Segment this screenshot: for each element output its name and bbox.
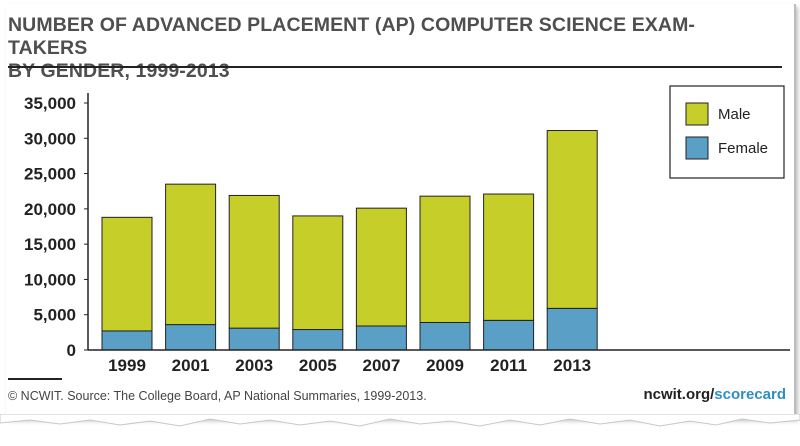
bar-male bbox=[101, 216, 153, 332]
x-tick-label: 2011 bbox=[490, 356, 527, 375]
bar-female bbox=[292, 329, 344, 351]
brand-link[interactable]: ncwit.org/scorecard bbox=[643, 386, 786, 403]
x-tick-label: 2007 bbox=[362, 356, 400, 375]
chart-title: NUMBER OF ADVANCED PLACEMENT (AP) COMPUT… bbox=[8, 14, 748, 83]
y-tick-label: 35,000 bbox=[24, 94, 76, 113]
y-tick-label: 10,000 bbox=[24, 270, 76, 289]
title-line-2: BY GENDER, 1999-2013 bbox=[8, 60, 230, 82]
legend-label-female: Female bbox=[718, 140, 768, 157]
legend-box bbox=[669, 85, 785, 179]
bar-female bbox=[355, 325, 407, 351]
y-tick-label: 0 bbox=[67, 341, 76, 360]
brand-main: ncwit.org/ bbox=[643, 386, 715, 403]
source-note: © NCWIT. Source: The College Board, AP N… bbox=[8, 389, 427, 403]
y-tick-label: 30,000 bbox=[24, 129, 76, 148]
legend-swatch-male bbox=[685, 102, 709, 126]
bar-female bbox=[483, 319, 535, 351]
bar-male bbox=[483, 193, 535, 321]
x-tick-label: 1999 bbox=[108, 356, 146, 375]
bar-female bbox=[165, 324, 217, 351]
bar-male bbox=[292, 215, 344, 331]
brand-accent: scorecard bbox=[714, 386, 786, 403]
title-divider bbox=[8, 66, 782, 68]
legend-swatch-female bbox=[685, 136, 709, 160]
x-tick-label: 2001 bbox=[172, 356, 210, 375]
bar-male bbox=[355, 207, 407, 327]
x-tick-label: 2013 bbox=[553, 356, 591, 375]
y-tick-label: 15,000 bbox=[24, 235, 76, 254]
torn-paper-edge bbox=[0, 414, 800, 427]
x-tick-label: 2009 bbox=[426, 356, 464, 375]
y-tick-label: 25,000 bbox=[24, 165, 76, 184]
y-tick-label: 20,000 bbox=[24, 200, 76, 219]
bar-female bbox=[419, 321, 471, 351]
legend-label-male: Male bbox=[718, 106, 751, 123]
bar-female bbox=[546, 307, 598, 351]
bar-female bbox=[101, 330, 153, 351]
footer-divider bbox=[8, 378, 62, 380]
bar-male bbox=[165, 183, 217, 326]
x-tick-label: 2005 bbox=[299, 356, 337, 375]
title-line-1: NUMBER OF ADVANCED PLACEMENT (AP) COMPUT… bbox=[8, 14, 696, 59]
bar-female bbox=[228, 327, 280, 351]
bar-male bbox=[419, 195, 471, 323]
y-tick-label: 5,000 bbox=[33, 306, 76, 325]
bar-male bbox=[228, 194, 280, 329]
x-tick-label: 2003 bbox=[235, 356, 273, 375]
bar-male bbox=[546, 130, 598, 309]
